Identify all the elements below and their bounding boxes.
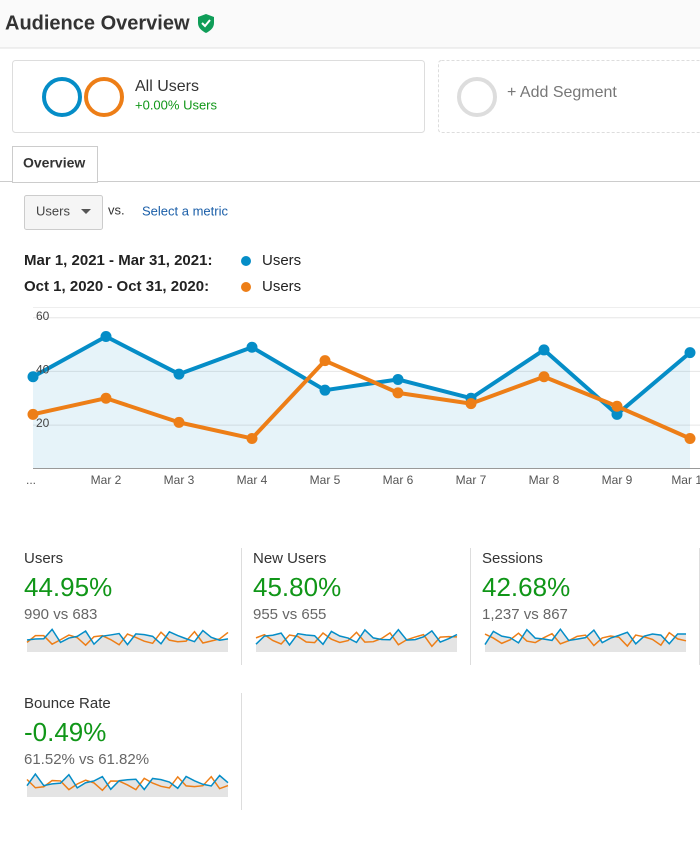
data-point [538,371,550,383]
card-change: 44.95% [24,572,112,602]
x-tick-label: Mar 8 [529,473,560,487]
data-point [27,408,39,420]
data-point [392,387,404,399]
x-tick-label: Mar 2 [91,473,122,487]
data-point [465,398,477,410]
data-point [27,371,39,383]
vs-label: vs. [108,202,125,217]
segment-icon [84,77,124,117]
data-point [246,341,258,353]
select-metric[interactable]: Select a metric [142,203,228,218]
card-change: 42.68% [482,572,570,602]
x-tick-label: Mar 10 [671,473,700,487]
x-tick-label: Mar 3 [164,473,195,487]
sparkline [255,628,458,647]
data-point [100,392,112,404]
add-segment[interactable]: + Add Segment [507,84,617,101]
data-point [684,347,696,359]
segment-card[interactable] [12,60,425,133]
verified-check [201,19,211,28]
legend-dot [241,282,251,292]
legend-name: Users [262,252,301,269]
legend-name: Users [262,278,301,295]
tab[interactable] [12,146,98,183]
page-title: Audience Overview [5,12,190,34]
x-tick-label: Mar 5 [310,473,341,487]
series-line [32,334,692,417]
data-point [392,373,404,385]
x-tick-label: Mar 6 [383,473,414,487]
sparkline [26,772,229,791]
y-tick-label: 20 [36,416,50,430]
data-point [100,331,112,343]
card-change: 45.80% [253,572,341,602]
metric-label: Users [36,203,70,218]
data-point [319,355,331,367]
data-point [611,408,623,420]
x-tick-label: ... [26,473,36,487]
card-compare: 61.52% vs 61.82% [24,751,149,768]
x-tick-label: Mar 9 [602,473,633,487]
segment-change: +0.00% Users [135,97,218,112]
y-tick-label: 40 [36,363,50,377]
series-area [33,336,690,468]
x-tick-label: Mar 7 [456,473,487,487]
metric-dropdown[interactable] [24,195,103,230]
add-segment-card[interactable] [438,60,700,133]
segment-name: All Users [135,78,199,95]
add-segment-icon [457,77,497,117]
legend-range: Mar 1, 2021 - Mar 31, 2021: [24,252,212,269]
sparkline-area [485,629,686,652]
data-point [173,368,185,380]
sparkline [26,775,229,792]
data-point [319,384,331,396]
dropdown-arrow [81,209,91,214]
x-tick-label: Mar 4 [237,473,268,487]
card-compare: 955 vs 655 [253,606,326,623]
data-point [246,432,258,444]
card-label: New Users [253,550,326,567]
data-point [684,432,696,444]
series-line [32,358,691,441]
card-label: Bounce Rate [24,695,111,712]
sparkline [26,628,229,646]
sparkline [26,630,229,647]
data-point [538,344,550,356]
card-compare: 1,237 vs 867 [482,606,568,623]
sparkline-area [27,629,228,652]
card-compare: 990 vs 683 [24,606,97,623]
card-label: Users [24,550,63,567]
segment-icon [42,77,82,117]
data-point [173,416,185,428]
sparkline [484,627,687,645]
tab-label: Overview [23,155,85,171]
sparkline [255,631,458,648]
sparkline [484,631,687,648]
legend-dot [241,256,251,266]
card-change: -0.49% [24,717,106,747]
card-label: Sessions [482,550,543,567]
legend-range: Oct 1, 2020 - Oct 31, 2020: [24,278,209,295]
header-bar [0,0,700,48]
y-tick-label: 60 [36,309,50,323]
data-point [611,400,623,412]
